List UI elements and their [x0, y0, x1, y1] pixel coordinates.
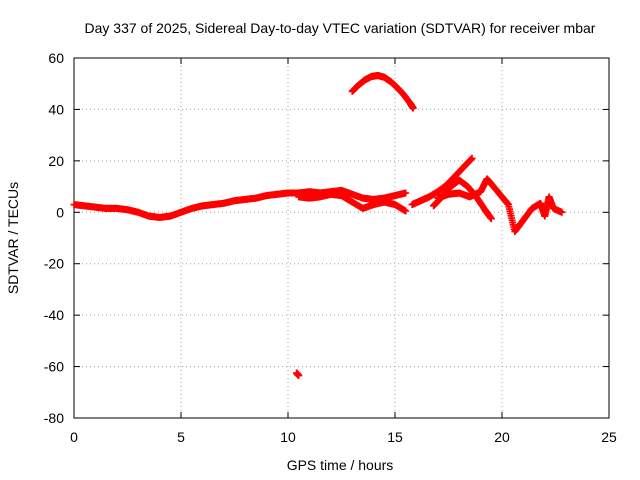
data-point — [468, 154, 476, 162]
x-axis-label: GPS time / hours — [287, 457, 394, 473]
grid — [74, 58, 609, 418]
data-point — [295, 372, 303, 380]
data-point — [402, 189, 410, 197]
x-tick-label: 15 — [387, 429, 403, 445]
y-tick-label: 60 — [48, 50, 64, 66]
y-tick-label: -60 — [44, 359, 64, 375]
x-tick-label: 25 — [601, 429, 617, 445]
x-tick-label: 10 — [280, 429, 296, 445]
y-tick-label: 40 — [48, 101, 64, 117]
y-tick-label: -80 — [44, 410, 64, 426]
chart-title: Day 337 of 2025, Sidereal Day-to-day VTE… — [85, 20, 596, 36]
x-tick-label: 0 — [70, 429, 78, 445]
y-tick-label: -20 — [44, 256, 64, 272]
y-axis-label: SDTVAR / TECUs — [5, 182, 21, 294]
data-point — [402, 207, 410, 215]
data-point — [409, 104, 417, 112]
x-tick-label: 5 — [177, 429, 185, 445]
plot-frame — [73, 57, 610, 419]
x-tick-label: 20 — [494, 429, 510, 445]
y-tick-label: 0 — [56, 204, 64, 220]
data-point — [487, 215, 495, 223]
data-points — [70, 71, 566, 380]
y-tick-label: -40 — [44, 307, 64, 323]
axis-ticks: 0 5 10 15 20 25 -80 -60 -40 -20 0 20 40 60 — [44, 50, 617, 445]
data-point — [558, 208, 566, 216]
y-tick-label: 20 — [48, 153, 64, 169]
